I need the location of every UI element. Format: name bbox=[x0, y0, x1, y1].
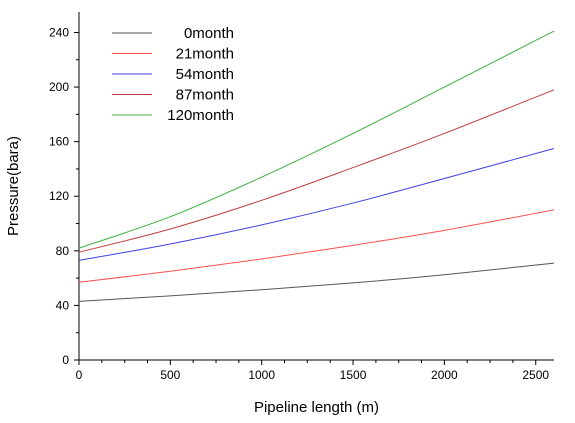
legend: 0month 21month 54month 87month 120month bbox=[112, 25, 234, 124]
x-tick-label: 2500 bbox=[522, 368, 549, 382]
legend-label-54month: 54month bbox=[176, 66, 234, 83]
x-tick-label: 0 bbox=[76, 368, 83, 382]
y-tick-label: 0 bbox=[62, 353, 69, 367]
y-tick-label: 40 bbox=[56, 298, 70, 312]
series-line-120month bbox=[78, 30, 555, 249]
series-line-54month bbox=[78, 147, 555, 261]
y-tick-label: 120 bbox=[49, 189, 69, 203]
x-tick-label: 1500 bbox=[340, 368, 367, 382]
series-line-21month bbox=[78, 209, 555, 283]
y-tick-label: 160 bbox=[49, 135, 69, 149]
axes: 0 500 1000 1500 2000 2500 0 40 80 120 160 200 240 bbox=[49, 12, 554, 382]
x-tick-label: 1000 bbox=[248, 368, 275, 382]
y-tick-label: 200 bbox=[49, 80, 69, 94]
y-tick-label: 240 bbox=[49, 25, 69, 39]
legend-label-87month: 87month bbox=[176, 87, 234, 104]
series-line-87month bbox=[78, 89, 555, 253]
y-tick-label: 80 bbox=[56, 244, 70, 258]
series-line-0month bbox=[78, 262, 555, 302]
legend-label-21month: 21month bbox=[176, 46, 234, 63]
x-tick-label: 2000 bbox=[431, 368, 458, 382]
x-axis-title: Pipeline length (m) bbox=[254, 399, 379, 416]
legend-label-120month: 120month bbox=[167, 107, 234, 124]
y-axis-title: Pressure(bara) bbox=[5, 136, 22, 236]
series-layer bbox=[78, 30, 555, 302]
x-tick-label: 500 bbox=[160, 368, 180, 382]
legend-label-0month: 0month bbox=[184, 25, 234, 42]
